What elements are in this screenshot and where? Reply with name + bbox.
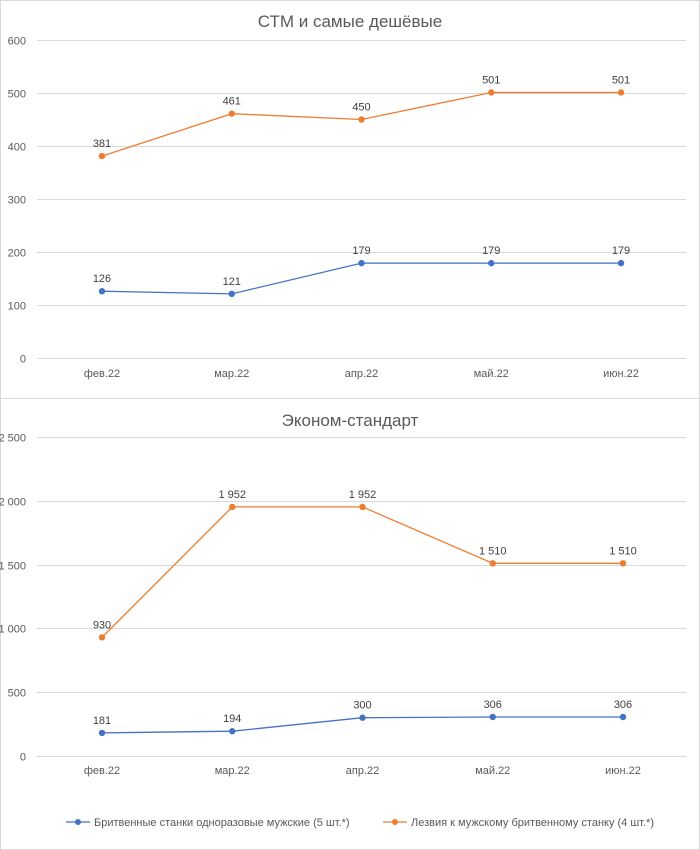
data-point (229, 503, 236, 511)
y-tick-label: 0 (20, 354, 26, 366)
x-tick-label: мар.22 (215, 765, 250, 777)
data-label: 121 (223, 276, 241, 288)
data-label: 381 (93, 138, 111, 150)
legend-marker-icon (75, 819, 81, 825)
y-tick-label: 500 (8, 688, 26, 700)
data-point (619, 713, 627, 721)
y-tick-label: 2 500 (0, 433, 26, 445)
x-tick-label: мар.22 (214, 368, 249, 380)
y-axis-ticks: 0 100 200 300 400 500 600 (8, 36, 26, 366)
series-line (101, 262, 621, 295)
x-tick-label: май.22 (475, 765, 510, 777)
legend-label: Лезвия к мужскому бритвенному станку (4 … (411, 817, 654, 829)
data-point (98, 152, 106, 160)
data-point (489, 713, 496, 721)
chart-title: Эконом-стандарт (282, 411, 419, 430)
x-axis-ticks: фев.22 мар.22 апр.22 май.22 июн.22 (84, 765, 641, 777)
y-tick-label: 0 (20, 752, 26, 764)
data-point (358, 259, 365, 267)
data-label: 461 (223, 96, 241, 108)
data-label: 501 (482, 74, 500, 86)
data-label: 300 (353, 700, 371, 712)
data-point (359, 714, 366, 721)
data-label: 1 510 (609, 545, 637, 557)
y-tick-label: 600 (8, 36, 26, 48)
x-tick-label: фев.22 (84, 765, 120, 777)
data-point (98, 288, 106, 295)
y-tick-label: 1 000 (0, 624, 26, 636)
data-point (228, 290, 235, 298)
x-tick-label: фев.22 (84, 368, 120, 380)
y-tick-label: 300 (8, 195, 26, 207)
x-axis-ticks: фев.22 мар.22 апр.22 май.22 июн.22 (84, 368, 639, 380)
data-label: 194 (223, 713, 241, 725)
x-tick-label: май.22 (474, 368, 509, 380)
y-tick-label: 200 (8, 248, 26, 260)
data-point (619, 560, 627, 567)
data-point (358, 116, 365, 123)
data-label: 181 (93, 715, 111, 727)
x-tick-label: июн.22 (605, 765, 641, 777)
data-point (98, 634, 106, 641)
data-point (98, 729, 106, 737)
y-axis-ticks: 0 500 1 000 1 500 2 000 2 500 (0, 433, 26, 764)
data-label: 126 (93, 273, 111, 285)
x-tick-label: апр.22 (346, 765, 379, 777)
chart-stm-cheapest: СТМ и самые дешёвые 0100200300400500600 … (8, 12, 686, 380)
y-tick-label: 400 (8, 142, 26, 154)
chart-econom-standard: Эконом-стандарт 0 500 1 000 1 500 2 000 2 500… (0, 411, 686, 777)
data-label: 1 510 (479, 545, 507, 557)
data-label: 501 (612, 74, 630, 86)
legend-marker-icon (392, 819, 398, 825)
chart-title: СТМ и самые дешёвые (258, 12, 442, 31)
data-label: 1 952 (349, 489, 377, 501)
data-label: 450 (352, 102, 370, 114)
data-label: 1 952 (218, 489, 246, 501)
y-tick-label: 1 500 (0, 561, 26, 573)
legend-label: Бритвенные станки одноразовые мужские (5… (94, 817, 350, 829)
data-point (488, 89, 495, 96)
series-layer: 181 194 300 306 306 930 1 952 1 952 1 510 1 510 (93, 489, 637, 737)
x-tick-label: апр.22 (345, 368, 378, 380)
data-point (617, 89, 625, 96)
data-label: 306 (614, 699, 632, 711)
data-point (488, 259, 495, 267)
y-tick-label: 500 (8, 89, 26, 101)
x-tick-label: июн.22 (603, 368, 639, 380)
gridlines (37, 40, 686, 359)
series-layer: 126 121 179 179 179 381 461 450 501 501 (93, 74, 630, 298)
legend-item-blades: Лезвия к мужскому бритвенному станку (4 … (383, 817, 654, 829)
data-label: 306 (484, 699, 502, 711)
gridlines (37, 437, 686, 757)
data-point (489, 560, 496, 567)
y-tick-label: 100 (8, 301, 26, 313)
data-point (617, 259, 625, 267)
data-label: 179 (482, 245, 500, 257)
data-label: 179 (612, 245, 630, 257)
data-point (229, 728, 236, 735)
y-tick-label: 2 000 (0, 497, 26, 509)
series-line (101, 506, 623, 638)
legend-item-razors: Бритвенные станки одноразовые мужские (5… (66, 817, 350, 829)
legend: Бритвенные станки одноразовые мужские (5… (66, 817, 654, 829)
data-point (228, 110, 235, 117)
data-label: 930 (93, 619, 111, 631)
data-label: 179 (352, 245, 370, 257)
data-point (359, 503, 366, 511)
